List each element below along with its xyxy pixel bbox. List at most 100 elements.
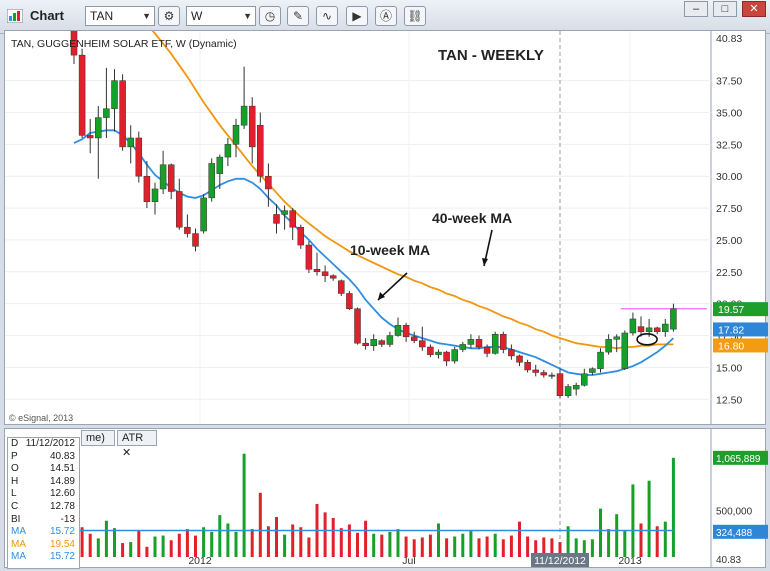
- data-window-key: P: [11, 450, 18, 462]
- candle-body: [151, 188, 159, 202]
- candle-body: [653, 327, 661, 332]
- volume-bar: [574, 538, 578, 557]
- price-plot-group: [70, 31, 707, 398]
- volume-bar: [258, 492, 262, 557]
- data-window-value: 19.54: [49, 538, 75, 550]
- price-panel[interactable]: [4, 30, 766, 425]
- alert-icon: Ⓐ: [379, 9, 392, 23]
- candle-body: [127, 137, 134, 148]
- data-window-row: D 11/12/2012: [8, 438, 79, 451]
- volume-bar: [493, 533, 497, 557]
- tab-price[interactable]: me): [81, 430, 115, 446]
- volume-bar: [185, 529, 189, 557]
- candle-body: [410, 336, 418, 341]
- minimize-button[interactable]: –: [684, 1, 708, 17]
- candle-body: [427, 346, 434, 355]
- candle-body: [224, 144, 232, 158]
- data-window-row: MA 19.54: [8, 539, 79, 552]
- volume-bar: [242, 453, 246, 557]
- candle-body: [508, 349, 515, 357]
- volume-tick-label: 500,000: [716, 506, 753, 517]
- candle-body: [281, 210, 288, 215]
- volume-bar: [534, 540, 538, 557]
- chart-legend: TAN, GUGGENHEIM SOLAR ETF, W (Dynamic): [11, 38, 237, 50]
- data-window-row: BI -13: [8, 514, 79, 527]
- candle-body: [289, 210, 296, 228]
- candle-body: [111, 80, 118, 109]
- candle-body: [556, 373, 564, 396]
- price-tick-label: 35.00: [716, 107, 742, 119]
- chevron-down-icon[interactable]: ▼: [142, 11, 151, 21]
- volume-bar: [364, 520, 368, 557]
- volume-bar: [607, 529, 611, 557]
- x-axis-label: 2012: [188, 555, 212, 567]
- volume-bar: [226, 523, 230, 557]
- chevron-down-icon[interactable]: ▼: [243, 11, 252, 21]
- volume-bar: [550, 538, 554, 557]
- study-button[interactable]: ∿: [316, 6, 338, 26]
- price-tick-label: 27.50: [716, 203, 742, 215]
- volume-bar: [299, 527, 303, 557]
- play-button[interactable]: ▶: [346, 6, 368, 26]
- volume-badge: [713, 524, 768, 539]
- clock-icon: ◷: [264, 9, 276, 23]
- volume-bar: [104, 520, 108, 557]
- symbol-value: TAN: [90, 9, 114, 23]
- volume-bar: [582, 540, 586, 557]
- interval-input[interactable]: W ▼: [186, 6, 256, 26]
- candle-body: [605, 339, 612, 353]
- candle-body: [329, 275, 337, 279]
- volume-bar: [631, 484, 635, 557]
- candle-body: [321, 271, 329, 276]
- price-tick-label: 12.50: [716, 394, 742, 406]
- price-tick-label: 15.00: [716, 362, 742, 374]
- tab-atr[interactable]: ATR ✕: [117, 430, 157, 459]
- tab-atr-label: ATR: [122, 432, 144, 444]
- link-button[interactable]: ⛓: [404, 6, 426, 26]
- data-window-value: 14.51: [49, 463, 75, 475]
- candle-body: [670, 308, 677, 330]
- candle-body: [265, 175, 272, 190]
- candle-body: [524, 362, 531, 371]
- candle-body: [386, 335, 394, 345]
- candle-body: [548, 374, 556, 377]
- close-icon[interactable]: ✕: [122, 447, 132, 459]
- volume-bar: [153, 536, 157, 557]
- alert-button[interactable]: Ⓐ: [375, 6, 397, 26]
- volume-bar: [655, 526, 659, 557]
- volume-bar: [501, 539, 505, 557]
- volume-bar: [477, 538, 481, 557]
- draw-button[interactable]: ✎: [287, 6, 309, 26]
- candle-body: [564, 386, 572, 396]
- candle-body: [362, 342, 369, 346]
- volume-bar: [137, 530, 141, 557]
- chart-app-icon: [7, 9, 23, 23]
- candle-body: [346, 293, 353, 310]
- data-window-value: 11/12/2012: [25, 438, 75, 449]
- price-tick-label: 25.00: [716, 235, 742, 247]
- data-window-row: MA 15.72: [8, 526, 79, 539]
- candle-body: [419, 340, 426, 348]
- candle-body: [662, 323, 669, 332]
- close-button[interactable]: ✕: [742, 1, 766, 17]
- data-window: D 11/12/2012 P 40.83 O 14.51 H 14.89 L 12.60 C 12.7…: [7, 437, 80, 569]
- volume-bar: [291, 524, 295, 557]
- candle-body: [78, 54, 86, 136]
- volume-bar: [623, 530, 627, 557]
- candle-body: [581, 373, 588, 386]
- candle-body: [645, 327, 653, 332]
- candle-body: [467, 339, 475, 345]
- data-window-value: 12.60: [49, 488, 75, 500]
- candle-body: [119, 80, 126, 148]
- settings-gear-button[interactable]: ⚙: [158, 6, 180, 26]
- symbol-input[interactable]: TAN ▼: [85, 6, 155, 26]
- candle-body: [70, 31, 78, 56]
- maximize-button[interactable]: □: [713, 1, 737, 17]
- date-marker-label: 11/12/2012: [534, 555, 586, 567]
- volume-bar: [88, 533, 92, 557]
- candle-body: [184, 226, 191, 234]
- time-button[interactable]: ◷: [259, 6, 281, 26]
- volume-bar: [283, 534, 287, 557]
- volume-bar: [80, 527, 84, 557]
